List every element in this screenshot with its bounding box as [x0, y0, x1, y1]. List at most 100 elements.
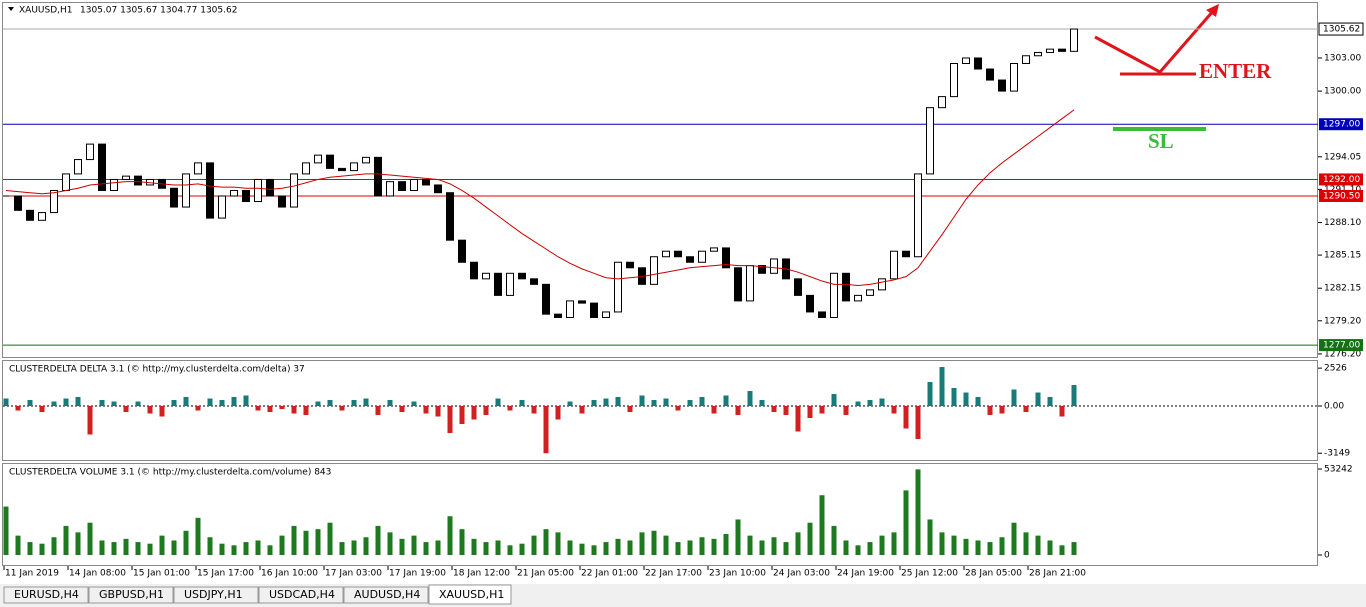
y-tick-label: 1303.00: [1324, 53, 1361, 63]
tab-label[interactable]: USDCAD,H4: [269, 588, 335, 601]
tab[interactable]: [428, 584, 512, 605]
tab[interactable]: [343, 586, 429, 604]
tab-label[interactable]: USDJPY,H1: [184, 588, 243, 601]
level-box: [1319, 190, 1363, 203]
candle: [374, 156, 382, 197]
delta-bar: [219, 400, 225, 407]
enter-label: ENTER: [1199, 59, 1272, 83]
delta-bar: [339, 406, 345, 411]
y-tick-label: 1282.15: [1324, 284, 1361, 294]
y-tick-label: 1276.20: [1324, 349, 1361, 359]
delta-bar: [999, 406, 1005, 414]
volume-bar: [471, 538, 477, 556]
candle: [854, 294, 862, 302]
volume-bar: [291, 525, 297, 556]
volume-bar: [39, 543, 45, 556]
delta-bar: [243, 395, 249, 407]
delta-bar: [15, 406, 21, 411]
delta-bar: [639, 395, 645, 407]
volume-bar: [735, 519, 741, 556]
candle: [446, 192, 454, 241]
moving-average: [5, 109, 1075, 286]
tab-label[interactable]: GBPUSD,H1: [99, 588, 164, 601]
volume-bar: [447, 516, 453, 556]
volume-bar: [411, 535, 417, 556]
candle: [734, 267, 742, 302]
candle: [338, 167, 346, 172]
x-tick-label: 21 Jan 05:00: [517, 569, 574, 579]
last-price-label: 1305.62: [1323, 25, 1360, 35]
volume-bar: [987, 542, 993, 556]
tab[interactable]: [3, 586, 89, 604]
candle: [98, 143, 106, 191]
delta-bar: [375, 406, 381, 416]
volume-bar: [759, 540, 765, 556]
delta-bar: [435, 406, 441, 417]
volume-bar: [975, 540, 981, 556]
delta-bar: [783, 406, 789, 416]
volume-bar: [267, 545, 273, 556]
candle: [530, 278, 538, 285]
volume-bar: [399, 538, 405, 556]
volume-bar: [747, 535, 753, 556]
delta-bar: [879, 398, 885, 407]
volume-bar: [327, 522, 333, 556]
tab-label[interactable]: AUDUSD,H4: [354, 588, 420, 601]
x-tick-label: 24 Jan 19:00: [837, 569, 894, 579]
volume-bar: [567, 540, 573, 556]
delta-bar: [495, 398, 501, 407]
y-tick-label: 0.00: [1324, 402, 1344, 412]
volume-bar: [615, 538, 621, 556]
delta-bar: [843, 406, 849, 416]
delta-bar: [807, 406, 813, 419]
volume-bar: [795, 532, 801, 556]
delta-bar: [591, 400, 597, 407]
x-tick-label: 15 Jan 01:00: [133, 569, 190, 579]
tab[interactable]: [258, 586, 344, 604]
delta-bar: [1047, 397, 1053, 407]
volume-bar: [939, 532, 945, 556]
x-tick-label: 25 Jan 12:00: [901, 569, 958, 579]
candle: [506, 272, 514, 296]
x-tick-label: 22 Jan 01:00: [581, 569, 638, 579]
tab[interactable]: [173, 586, 259, 604]
candle: [326, 154, 334, 169]
delta-bar: [519, 400, 525, 407]
tab[interactable]: [88, 586, 174, 604]
volume-bar: [195, 517, 201, 556]
y-tick-label: 1300.00: [1324, 87, 1361, 97]
delta-bar: [951, 388, 957, 407]
y-tick-label: 1288.10: [1324, 218, 1361, 228]
candle: [434, 184, 442, 194]
volume-bar: [435, 540, 441, 556]
delta-bar: [1035, 392, 1041, 407]
volume-bar: [675, 542, 681, 556]
candle: [710, 247, 718, 252]
delta-bar: [771, 406, 777, 413]
x-tick-label: 24 Jan 03:00: [773, 569, 830, 579]
candle: [458, 239, 466, 263]
tab-label[interactable]: XAUUSD,H1: [439, 588, 504, 601]
delta-bar: [1023, 406, 1029, 413]
delta-bar: [171, 400, 177, 407]
volume-bar: [687, 540, 693, 556]
volume-bar: [627, 540, 633, 556]
candle: [662, 250, 670, 258]
delta-bar: [111, 401, 117, 407]
volume-bar: [723, 533, 729, 556]
delta-bar: [1071, 385, 1077, 407]
volume-bar: [27, 542, 33, 556]
delta-bar: [87, 406, 93, 435]
delta-bar: [759, 400, 765, 407]
delta-bar: [975, 397, 981, 407]
y-tick-label: 1291.10: [1324, 185, 1361, 195]
tab-label[interactable]: EURUSD,H4: [14, 588, 79, 601]
y-tick-label: 1285.15: [1324, 251, 1361, 261]
delta-bar: [279, 406, 285, 410]
candle: [86, 143, 94, 161]
delta-bar: [603, 398, 609, 407]
y-tick-label: 1294.05: [1324, 152, 1361, 162]
delta-bar: [963, 392, 969, 407]
delta-bar: [135, 401, 141, 407]
